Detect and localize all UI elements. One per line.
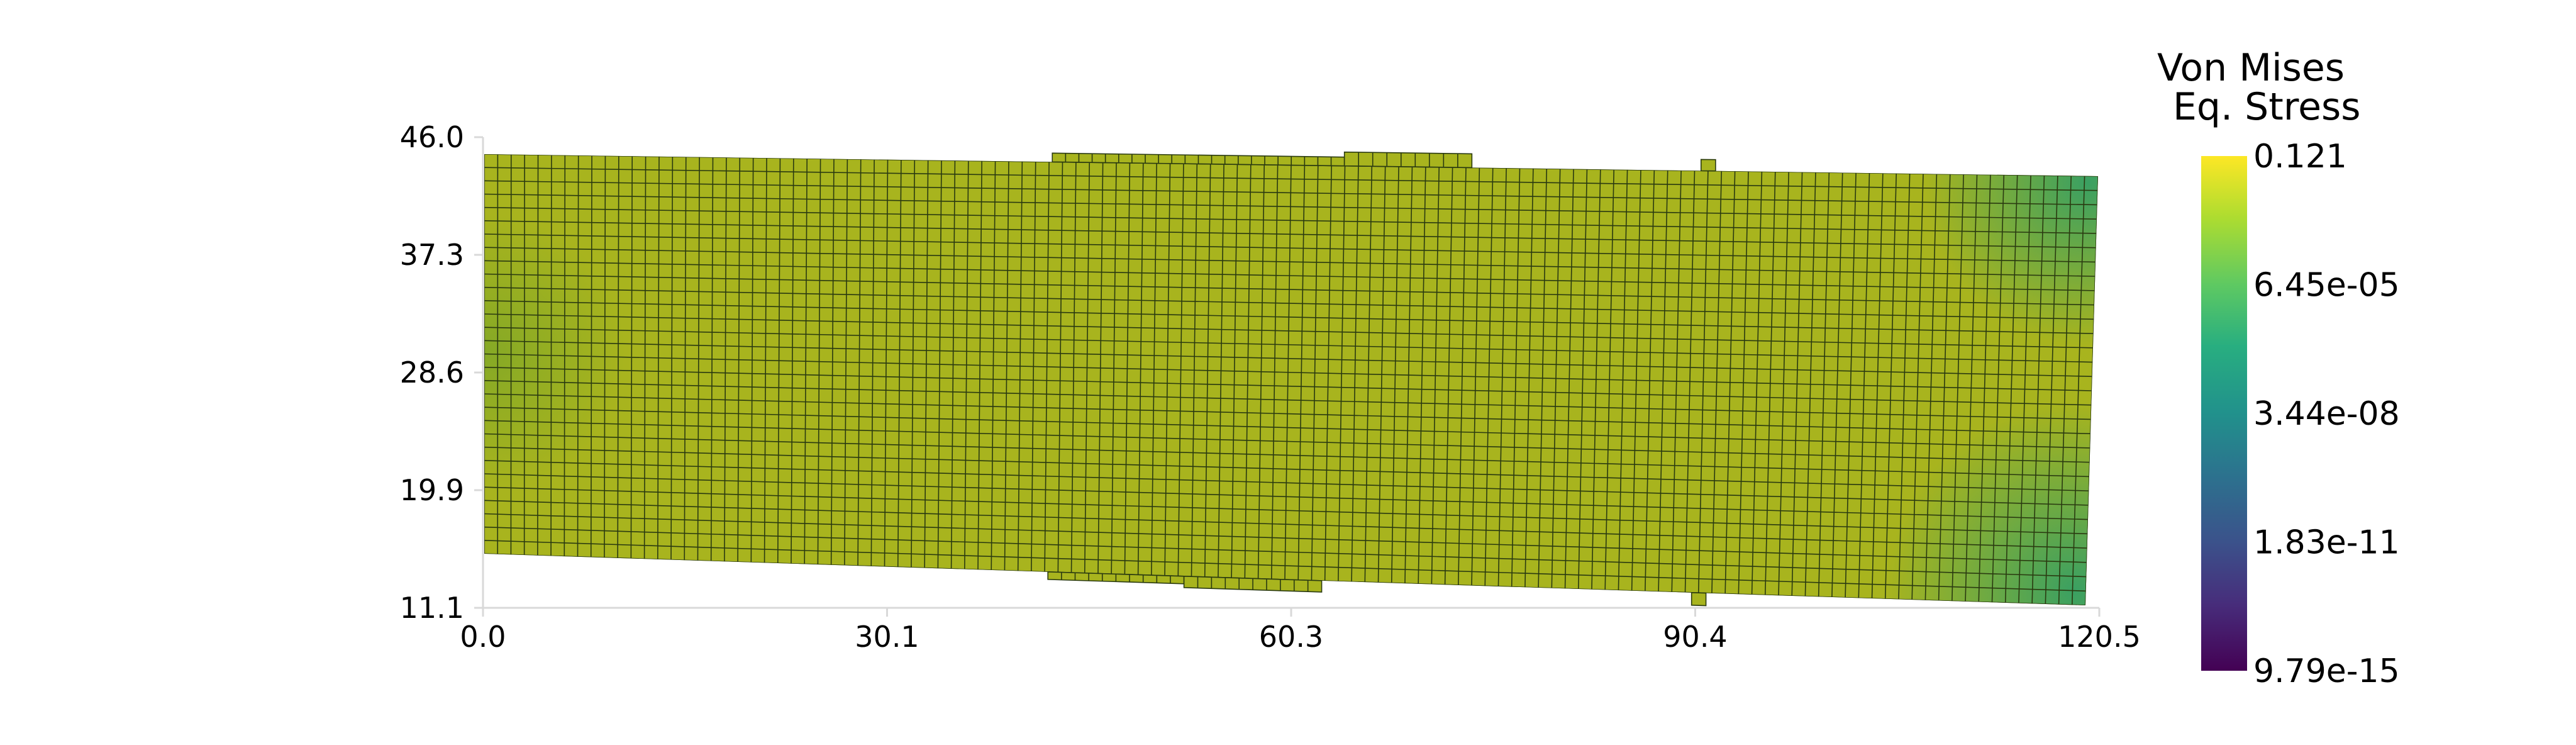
mesh-step-top — [1701, 159, 1716, 171]
deformed-mesh — [440, 94, 2138, 661]
x-tick-label: 90.4 — [1663, 620, 1727, 654]
colorbar-label: 0.121 — [2253, 138, 2347, 176]
x-tick-label: 0.0 — [460, 620, 506, 654]
y-tick-label: 28.6 — [400, 356, 464, 389]
stress-shading-bottom-right — [1824, 94, 2138, 661]
y-tick-label: 37.3 — [400, 238, 464, 272]
x-tick-label: 30.1 — [855, 620, 919, 654]
y-tick-label: 19.9 — [400, 473, 464, 507]
colorbar-title-line1: Von Mises — [2157, 46, 2345, 90]
colorbar-title-line2: Eq. Stress — [2173, 85, 2361, 129]
mesh-step-bottom — [1692, 593, 1706, 606]
mesh-step-top — [1345, 152, 1472, 168]
colorbar-gradient — [2201, 156, 2247, 671]
y-tick-label: 11.1 — [400, 591, 464, 625]
colorbar-label: 1.83e-11 — [2253, 524, 2400, 562]
colorbar: Von Mises Eq. Stress 0.121 6.45e-05 3.44e-… — [2157, 46, 2400, 690]
x-tick-label: 60.3 — [1259, 620, 1323, 654]
x-axis-ticks: 0.0 30.1 60.3 90.4 120.5 — [460, 608, 2140, 654]
x-tick-label: 120.5 — [2058, 620, 2141, 654]
colorbar-label: 6.45e-05 — [2253, 267, 2400, 305]
colorbar-label: 3.44e-08 — [2253, 395, 2400, 433]
colorbar-labels: 0.121 6.45e-05 3.44e-08 1.83e-11 9.79e-15 — [2253, 138, 2400, 690]
y-tick-label: 46.0 — [400, 120, 464, 154]
y-axis-ticks: 46.0 37.3 28.6 19.9 11.1 — [400, 120, 483, 625]
colorbar-label: 9.79e-15 — [2253, 653, 2400, 690]
